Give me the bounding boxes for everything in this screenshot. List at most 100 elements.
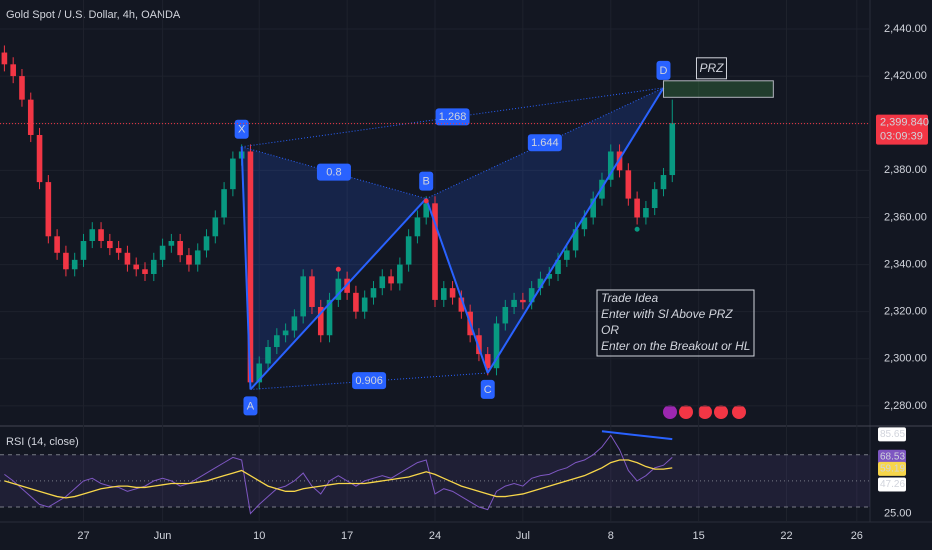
note-line: OR xyxy=(601,323,619,337)
candle-body xyxy=(168,241,175,246)
pattern-leg xyxy=(425,198,489,374)
event-icon[interactable] xyxy=(714,405,728,419)
event-icon[interactable] xyxy=(679,405,693,419)
pattern-leg xyxy=(486,87,665,374)
candle-body xyxy=(80,241,87,260)
candle-body xyxy=(177,241,183,256)
prz-label: PRZ xyxy=(699,61,724,75)
event-icon[interactable] xyxy=(732,405,746,419)
candle-body xyxy=(493,323,500,369)
point-box xyxy=(419,171,434,191)
candle-body xyxy=(335,278,342,300)
ratio-label: 1.644 xyxy=(531,137,559,149)
candle-body xyxy=(159,245,166,260)
candle-body xyxy=(326,299,333,336)
candle-body xyxy=(194,250,201,265)
pattern-leg xyxy=(249,197,427,391)
candle-body xyxy=(388,276,394,284)
point-label: C xyxy=(484,384,492,396)
ratio-box xyxy=(435,108,470,126)
candle-body xyxy=(230,158,236,190)
last-price-box xyxy=(876,114,928,145)
candle-body xyxy=(309,276,315,307)
point-label: D xyxy=(660,65,668,77)
rsi-value-box xyxy=(878,477,906,492)
candle-body xyxy=(651,189,658,209)
candle-body xyxy=(476,335,482,355)
event-icon[interactable] xyxy=(663,405,677,419)
candle-body xyxy=(379,276,386,289)
candle-body xyxy=(458,297,465,312)
rsi-value-label: 68.53 xyxy=(880,451,905,462)
y-tick-label: 2,440.00 xyxy=(884,23,927,35)
candle-body xyxy=(634,198,640,218)
prz-label-box xyxy=(695,57,727,80)
candle-body xyxy=(1,52,8,65)
rsi-value-box xyxy=(878,449,906,464)
candle-body xyxy=(291,316,298,331)
point-label: A xyxy=(247,400,255,412)
candle-body xyxy=(10,64,16,77)
x-tick-label: 22 xyxy=(780,530,792,542)
event-icon[interactable] xyxy=(698,405,712,419)
candle-body xyxy=(115,248,122,253)
candle-body xyxy=(203,236,210,251)
signal-dot xyxy=(335,266,341,272)
ratio-label: 1.268 xyxy=(439,111,467,123)
candle-body xyxy=(370,288,377,298)
candle-body xyxy=(142,269,148,274)
note-line: Enter with Sl Above PRZ xyxy=(601,307,733,321)
pattern-fill xyxy=(426,87,664,373)
candle-body xyxy=(607,151,614,180)
candle-body xyxy=(265,347,271,364)
rsi-value-box xyxy=(878,427,906,442)
candle-body xyxy=(212,217,219,237)
candle-body xyxy=(564,250,570,260)
candle-body xyxy=(361,297,368,312)
rsi-tick-label: 25.00 xyxy=(884,507,912,519)
candle-body xyxy=(54,236,60,253)
point-box xyxy=(243,396,258,416)
candle-body xyxy=(282,330,289,336)
countdown-label: 03:09:39 xyxy=(880,130,923,142)
x-tick-label: 17 xyxy=(341,530,353,542)
candle-body xyxy=(124,252,131,265)
candle-body xyxy=(528,288,535,303)
y-tick-label: 2,340.00 xyxy=(884,258,927,270)
pattern-fill xyxy=(241,146,427,390)
rsi-value-box xyxy=(878,461,906,476)
point-box xyxy=(480,379,495,399)
candle-body xyxy=(502,306,509,324)
chart-title: Gold Spot / U.S. Dollar, 4h, OANDA xyxy=(6,9,181,21)
prz-zone xyxy=(662,80,774,98)
ratio-label: 0.8 xyxy=(326,167,341,179)
candle-body xyxy=(89,229,96,242)
candle-body xyxy=(300,276,306,317)
candle-body xyxy=(537,278,544,289)
candle-body xyxy=(643,208,649,218)
candle-body xyxy=(19,76,25,100)
candle-body xyxy=(581,217,588,230)
candle-body xyxy=(660,175,667,190)
candle-body xyxy=(520,299,526,303)
x-tick-label: Jun xyxy=(154,530,172,542)
rsi-title: RSI (14, close) xyxy=(6,436,79,448)
note-box xyxy=(596,289,755,357)
rsi-value-label: 85.65 xyxy=(880,429,905,440)
y-tick-label: 2,320.00 xyxy=(884,306,927,318)
note-line: Trade Idea xyxy=(601,291,658,305)
y-tick-label: 2,300.00 xyxy=(884,353,927,365)
candle-body xyxy=(669,123,676,176)
y-tick-label: 2,380.00 xyxy=(884,164,927,176)
rsi-value-label: 59.19 xyxy=(880,464,905,475)
ratio-line xyxy=(241,146,427,200)
y-tick-label: 2,360.00 xyxy=(884,211,927,223)
pattern-leg xyxy=(240,146,252,390)
x-tick-label: 15 xyxy=(693,530,705,542)
candle-body xyxy=(71,259,78,270)
event-icons[interactable] xyxy=(663,405,746,419)
candle-body xyxy=(133,264,140,270)
point-label: B xyxy=(423,176,430,188)
